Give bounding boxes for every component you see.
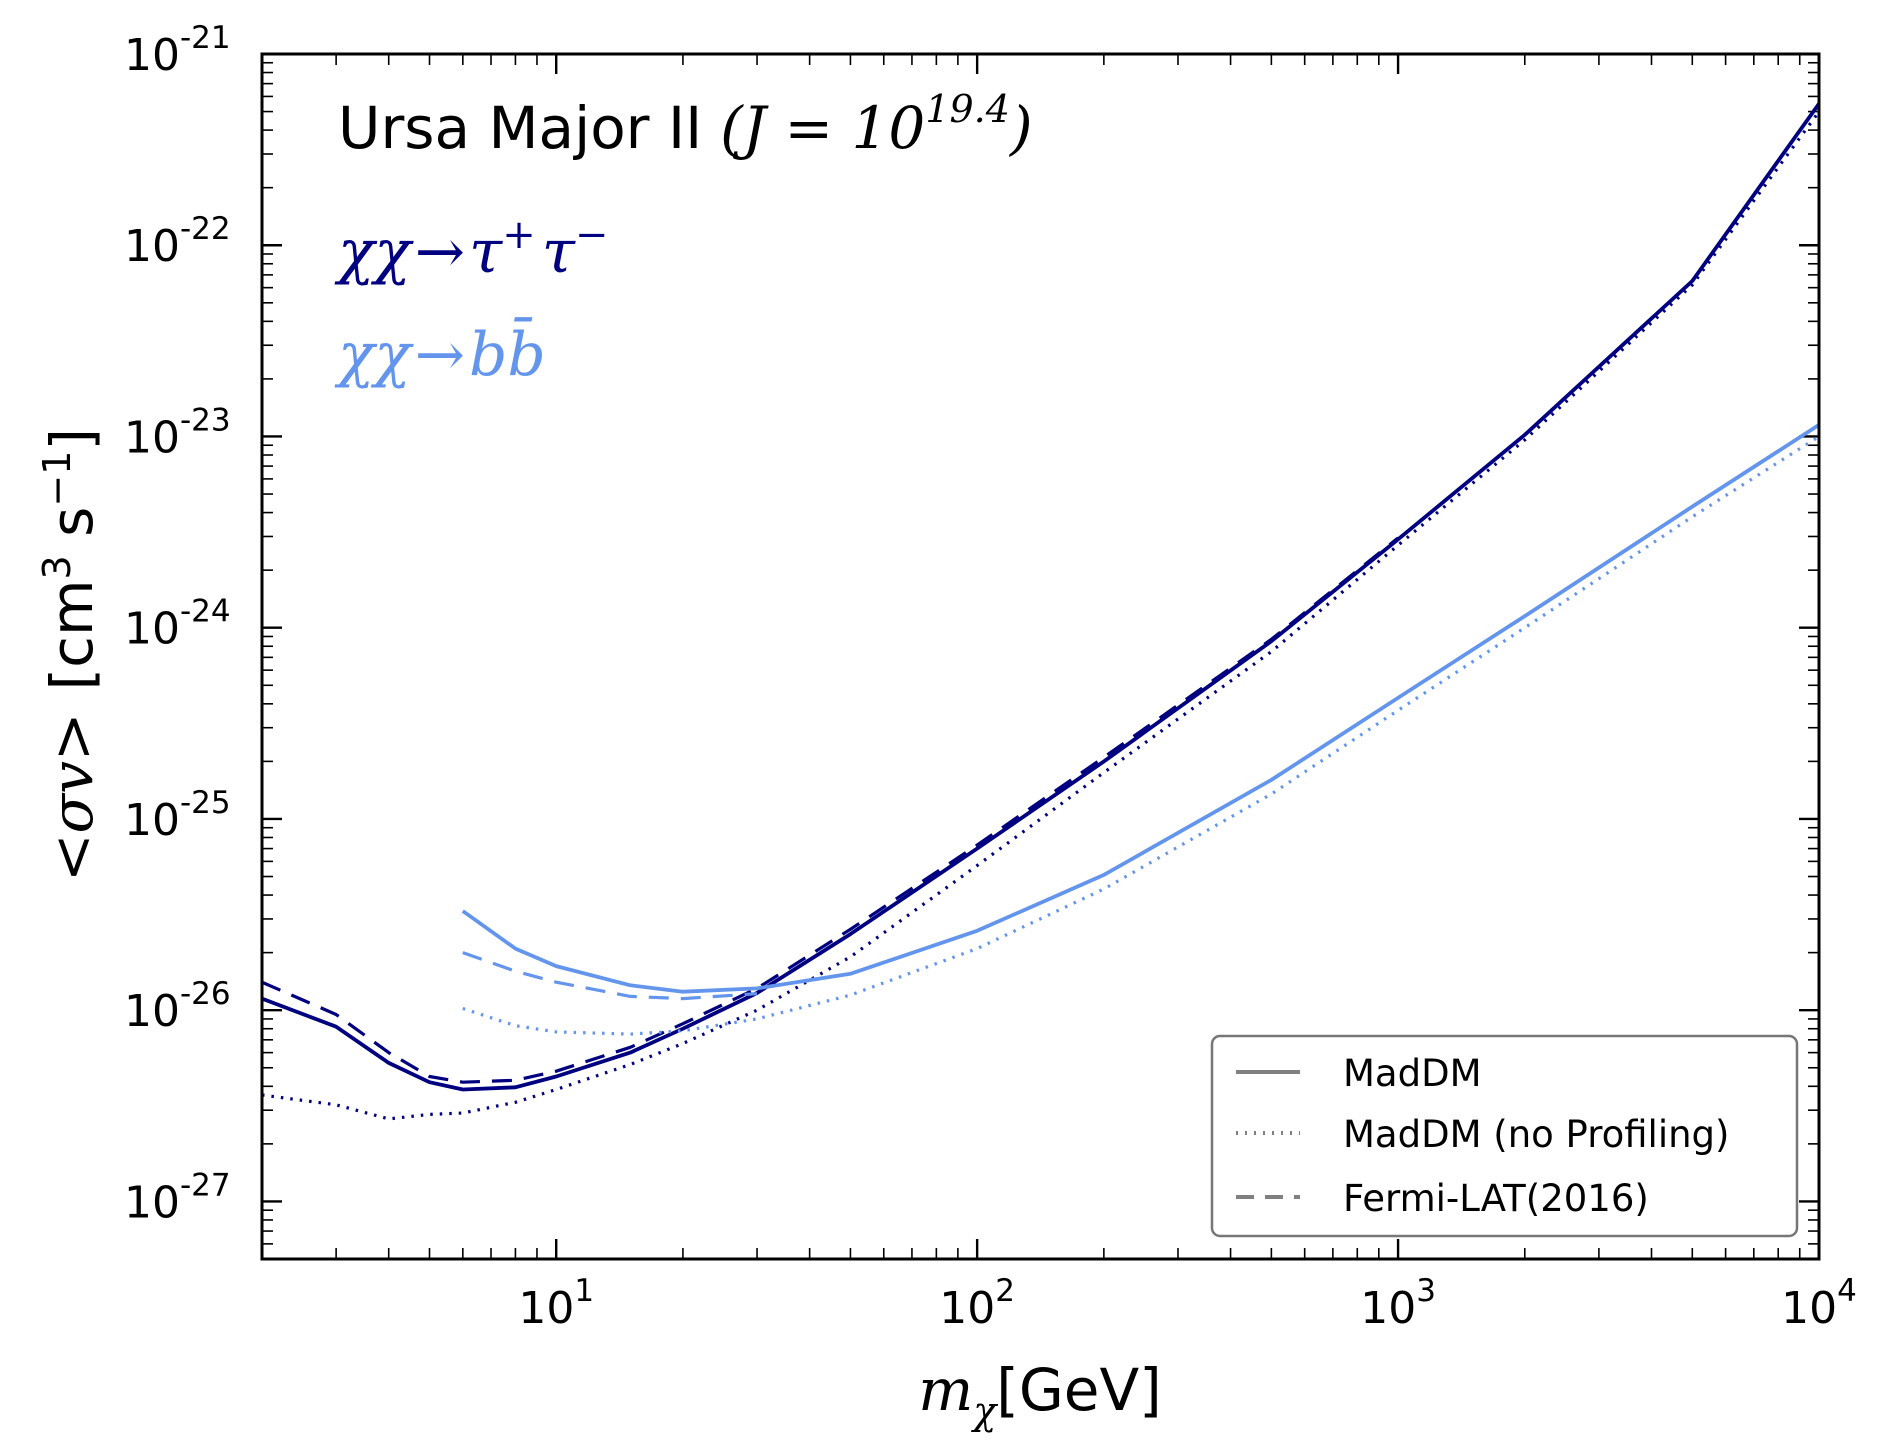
y-axis-label-unit-mid: s xyxy=(38,507,106,556)
series-tau-dashed xyxy=(262,536,1400,1084)
x-tick-label: 103 xyxy=(1360,1273,1436,1334)
channel-tau-final2: τ xyxy=(542,217,576,287)
y-axis-label-exp2: −1 xyxy=(35,451,79,507)
y-tick-label-exp: -21 xyxy=(180,20,231,56)
y-tick-label-exp: -23 xyxy=(180,402,231,438)
channel-tau-final: τ xyxy=(469,217,503,287)
x-axis-label-symbol: m xyxy=(918,1356,973,1424)
series-tau-dotted xyxy=(262,110,1819,1121)
y-tick-label-base: 10 xyxy=(124,412,180,463)
y-tick-label-base: 10 xyxy=(124,221,180,272)
x-tick-label-base: 10 xyxy=(939,1283,995,1334)
channel-label-bb: χχ→bb̄ xyxy=(334,317,546,390)
y-tick-label-exp: -27 xyxy=(180,1167,231,1203)
x-tick-label-base: 10 xyxy=(1781,1283,1837,1334)
legend-label-solid: MadDM xyxy=(1343,1052,1482,1095)
channel-tau-arrow: → xyxy=(415,217,465,287)
chart-title-jfactor-close: ) xyxy=(1008,94,1033,162)
x-axis-label-subscript: χ xyxy=(970,1389,998,1433)
y-axis-label-unit-open: [cm xyxy=(38,579,106,690)
y-tick-label-base: 10 xyxy=(124,30,180,81)
chart-title-jfactor: (J = 10 xyxy=(720,94,925,162)
x-axis-label-unit: [GeV] xyxy=(996,1356,1162,1424)
y-tick-label: 10-27 xyxy=(124,1167,231,1228)
x-tick-label: 101 xyxy=(518,1273,594,1334)
channel-label-tau: χχ→τ+ τ− xyxy=(334,212,608,287)
channel-tau-sup1: + xyxy=(502,212,536,258)
y-tick-label-exp: -24 xyxy=(180,594,231,630)
y-tick-label: 10-25 xyxy=(124,785,231,846)
x-tick-label: 104 xyxy=(1781,1273,1857,1334)
channel-tau-sup2: − xyxy=(575,212,609,258)
y-tick-label-base: 10 xyxy=(124,604,180,655)
y-axis-label-exp1: 3 xyxy=(35,555,79,579)
y-tick-label-exp: -25 xyxy=(180,785,231,821)
y-tick-label: 10-24 xyxy=(124,594,231,655)
legend-box xyxy=(1210,1034,1799,1238)
series-bb-dashed xyxy=(462,951,758,1001)
chart-title: Ursa Major II (J = 1019.4) xyxy=(338,87,1033,162)
chart-title-text: Ursa Major II xyxy=(338,94,702,162)
legend-label-dotted: MadDM (no Profiling) xyxy=(1343,1113,1729,1156)
channel-bb-chi: χχ xyxy=(334,320,414,390)
channel-bb-final2: b̄ xyxy=(507,317,545,390)
channel-bb-final: b xyxy=(469,320,507,390)
y-tick-label-base: 10 xyxy=(124,986,180,1037)
y-tick-label: 10-23 xyxy=(124,402,231,463)
series-layer xyxy=(262,102,1819,1121)
legend-label-dashed: Fermi-LAT(2016) xyxy=(1343,1177,1649,1220)
y-axis-label-symbol: <σv> xyxy=(38,712,106,882)
x-axis-label: mχ[GeV] xyxy=(918,1356,1162,1433)
x-tick-label-base: 10 xyxy=(518,1283,574,1334)
x-tick-label-exp: 3 xyxy=(1416,1273,1436,1309)
series-bb-dotted xyxy=(462,435,1819,1036)
y-tick-label: 10-22 xyxy=(124,211,231,272)
y-tick-label: 10-26 xyxy=(124,976,231,1037)
x-tick-label-exp: 2 xyxy=(995,1273,1015,1309)
x-tick-labels: 101 102 103 104 xyxy=(518,1273,1857,1334)
y-tick-label-base: 10 xyxy=(124,1177,180,1228)
minor-ticks xyxy=(262,54,1819,1259)
chart-title-jfactor-exp: 19.4 xyxy=(925,87,1010,131)
channel-bb-arrow: → xyxy=(415,320,465,390)
series-tau-solid xyxy=(262,102,1819,1092)
legend: MadDM MadDM (no Profiling) Fermi-LAT(201… xyxy=(1210,1034,1799,1238)
y-tick-label-exp: -22 xyxy=(180,211,231,247)
plot-frame xyxy=(260,52,1821,1261)
x-tick-label-base: 10 xyxy=(1360,1283,1416,1334)
x-tick-label: 102 xyxy=(939,1273,1015,1334)
x-tick-label-exp: 4 xyxy=(1837,1273,1857,1309)
y-tick-label: 10-21 xyxy=(124,20,231,81)
series-bb-solid xyxy=(461,423,1819,994)
channel-tau-chi: χχ xyxy=(334,217,414,287)
x-tick-label-exp: 1 xyxy=(574,1273,594,1309)
y-tick-label-base: 10 xyxy=(124,795,180,846)
y-axis-label-unit-close: ] xyxy=(38,428,106,451)
y-tick-label-exp: -26 xyxy=(180,976,231,1012)
y-axis-label: <σv> [cm3 s−1] xyxy=(35,428,106,882)
